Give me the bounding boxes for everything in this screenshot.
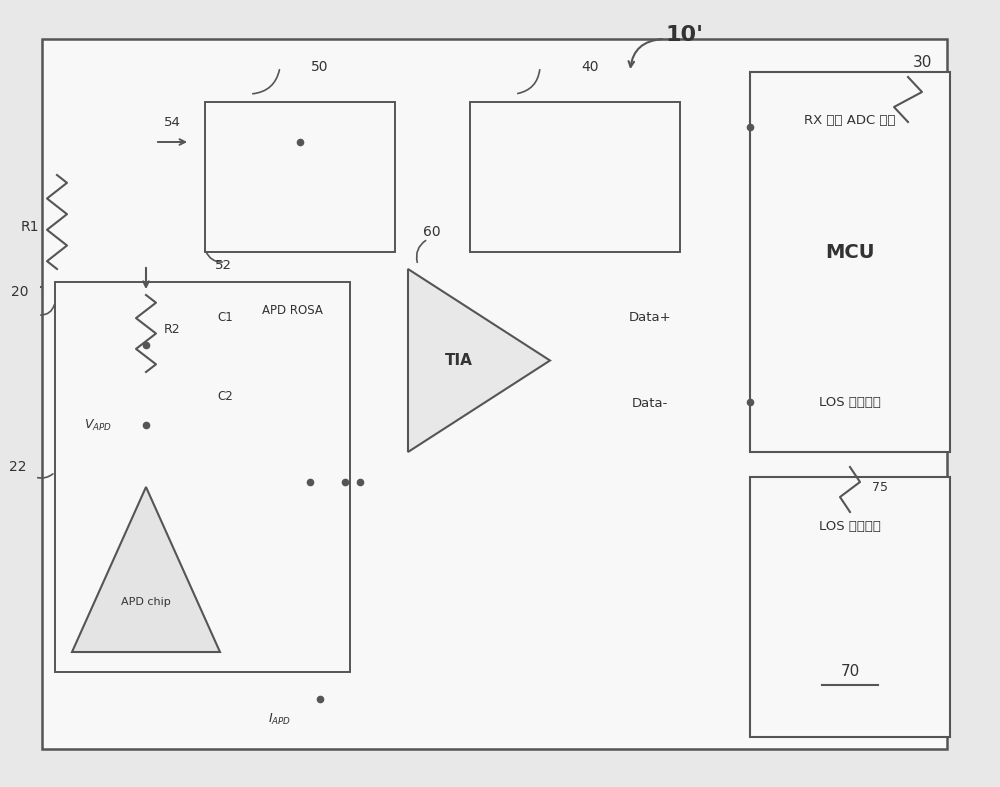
Text: 75: 75 xyxy=(872,481,888,493)
Text: C2: C2 xyxy=(217,390,233,404)
Text: 10': 10' xyxy=(666,25,704,45)
Bar xyxy=(750,72,950,452)
Text: 30: 30 xyxy=(912,54,932,69)
Text: 22: 22 xyxy=(9,460,27,474)
Text: APD ROSA: APD ROSA xyxy=(262,304,322,316)
Text: TIA: TIA xyxy=(445,353,473,368)
Text: R1: R1 xyxy=(21,220,39,234)
Text: $I_{APD}$: $I_{APD}$ xyxy=(268,711,292,726)
Text: 60: 60 xyxy=(423,225,441,239)
Text: LOS 信号输出: LOS 信号输出 xyxy=(819,520,881,534)
Text: 40: 40 xyxy=(581,60,599,74)
Text: 54: 54 xyxy=(164,116,180,128)
Text: 50: 50 xyxy=(311,60,329,74)
Bar xyxy=(470,102,680,252)
Text: Data+: Data+ xyxy=(629,311,671,324)
Text: $V_{APD}$: $V_{APD}$ xyxy=(84,417,112,433)
Polygon shape xyxy=(72,487,220,652)
Text: 70: 70 xyxy=(840,664,860,679)
Text: Data-: Data- xyxy=(632,397,668,410)
Polygon shape xyxy=(408,269,550,452)
Text: LOS 信号输入: LOS 信号输入 xyxy=(819,396,881,408)
Bar xyxy=(205,102,395,252)
Bar xyxy=(750,477,950,737)
Text: C1: C1 xyxy=(217,311,233,323)
Text: R2: R2 xyxy=(164,323,181,335)
Text: RX 功率 ADC 输入: RX 功率 ADC 输入 xyxy=(804,113,896,127)
Text: APD chip: APD chip xyxy=(121,597,171,607)
Bar xyxy=(55,282,350,672)
Text: 20: 20 xyxy=(11,285,29,299)
Text: 52: 52 xyxy=(215,258,232,272)
Text: MCU: MCU xyxy=(825,242,875,261)
